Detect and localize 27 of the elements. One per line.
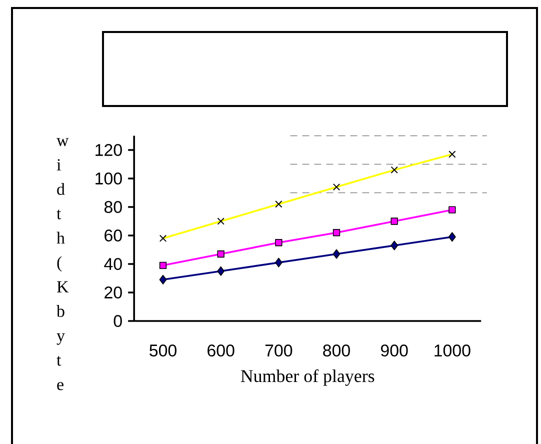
x-tick-label: 1000 (434, 344, 470, 357)
point (448, 206, 456, 214)
text: width(Kbyte (56, 138, 69, 390)
y-tick-label: 80 (104, 200, 122, 213)
point (448, 232, 456, 242)
x-tick-label: 900 (381, 344, 408, 357)
x-tick-label: 500 (150, 344, 176, 357)
y-tick-label: 0 (114, 314, 122, 327)
y-tick-label: 100 (96, 172, 122, 184)
point (390, 240, 398, 250)
x-axis-title: Number of players (240, 369, 374, 386)
point (159, 262, 167, 269)
point (332, 249, 340, 259)
y-tick-label: 40 (104, 258, 122, 270)
y-tick-label: 60 (104, 229, 122, 242)
x-tick-label: 600 (208, 344, 234, 357)
point (274, 258, 282, 268)
x-tick-label: 700 (265, 344, 292, 357)
y-tick-label: 120 (96, 144, 122, 156)
point (332, 229, 340, 236)
point (159, 274, 167, 284)
point (275, 239, 282, 246)
y-tick-label: 20 (104, 286, 122, 298)
x-tick-label: 800 (323, 344, 350, 357)
point (217, 250, 224, 258)
point (390, 218, 398, 225)
point (217, 266, 225, 276)
